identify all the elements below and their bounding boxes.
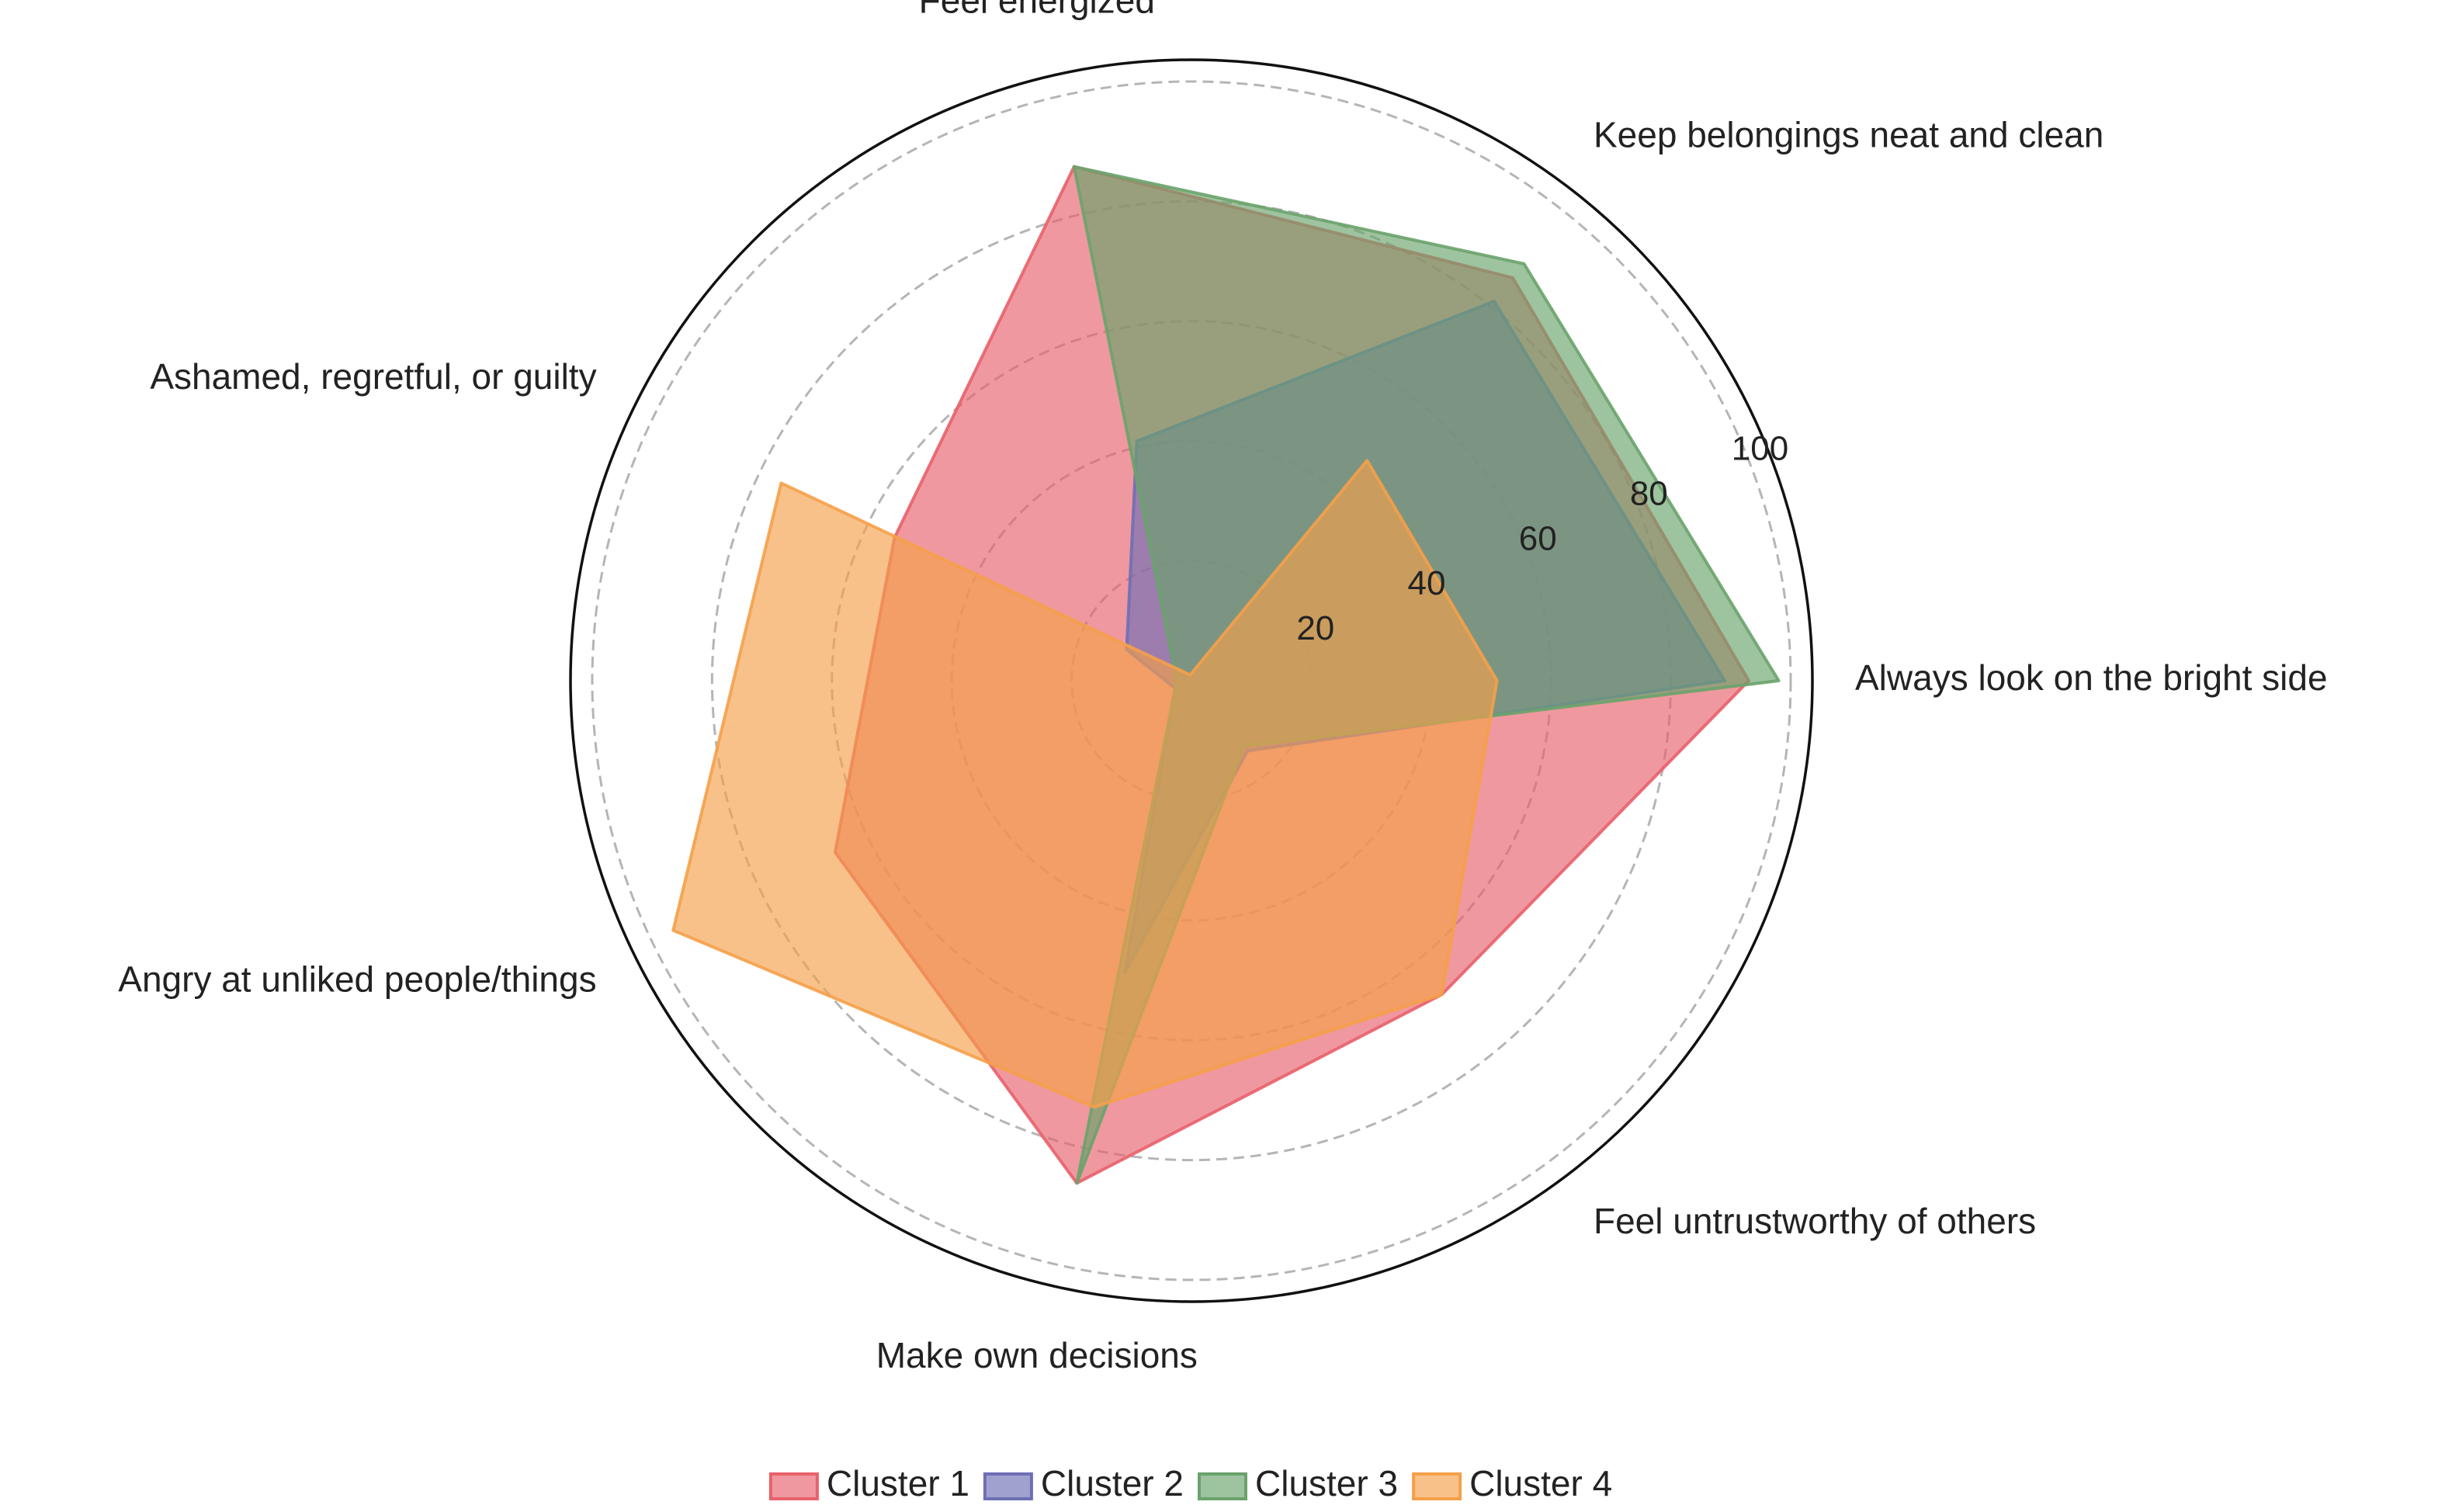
legend-label-cluster-2: Cluster 2 <box>1041 1463 1184 1503</box>
tick-label-80: 80 <box>1630 475 1668 513</box>
axis-label-5: Angry at unliked people/things <box>118 959 596 999</box>
axis-label-1: Always look on the bright side <box>1855 657 2328 698</box>
tick-label-100: 100 <box>1732 430 1788 468</box>
axis-label-7: Feel untrustworthy of others <box>1594 1201 2036 1241</box>
radar-series <box>671 165 1781 1185</box>
legend-label-cluster-4: Cluster 4 <box>1469 1463 1612 1503</box>
axis-labels: Always look on the bright side Keep belon… <box>118 0 2327 1375</box>
series-polygon-cluster-4 <box>671 459 1499 1109</box>
axis-label-2: Keep belongings neat and clean <box>1594 114 2103 154</box>
axis-label-3: Feel energized <box>919 0 1155 21</box>
legend-label-cluster-1: Cluster 1 <box>827 1463 969 1503</box>
tick-label-40: 40 <box>1408 564 1446 602</box>
outer-frame <box>569 58 1814 1303</box>
tick-label-60: 60 <box>1519 519 1557 557</box>
tick-label-20: 20 <box>1296 609 1334 647</box>
legend-swatch-cluster-3 <box>1198 1472 1247 1500</box>
legend: Cluster 1 Cluster 2 Cluster 3 Cluster 4 <box>768 1463 1612 1503</box>
grid-ring-100 <box>591 80 1792 1281</box>
axis-label-6: Make own decisions <box>876 1335 1198 1375</box>
radial-tick-labels: 20 40 60 80 100 <box>1296 430 1788 647</box>
legend-label-cluster-3: Cluster 3 <box>1255 1463 1398 1503</box>
legend-swatch-cluster-4 <box>1412 1472 1462 1500</box>
legend-swatch-cluster-2 <box>983 1472 1033 1500</box>
legend-swatch-cluster-1 <box>768 1472 819 1500</box>
axis-label-4: Ashamed, regretful, or guilty <box>150 356 596 397</box>
